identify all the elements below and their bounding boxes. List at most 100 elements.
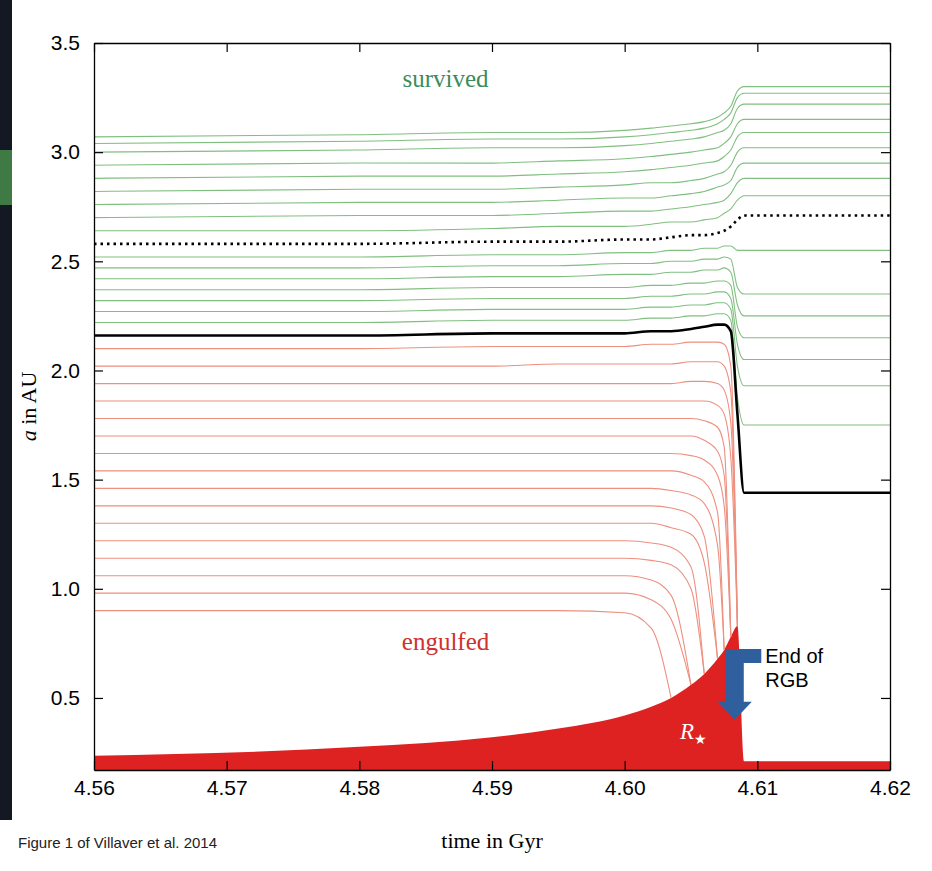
x-tick-label: 4.59 bbox=[472, 776, 513, 799]
y-tick-label: 3.5 bbox=[51, 31, 80, 54]
y-tick-label: 1.0 bbox=[51, 577, 80, 600]
line bbox=[94, 104, 890, 152]
line bbox=[94, 611, 671, 698]
x-tick-mark bbox=[757, 761, 758, 770]
line bbox=[94, 541, 704, 674]
annotation: R★ bbox=[679, 719, 707, 747]
y-tick-label: 2.5 bbox=[51, 250, 80, 273]
x-tick-mark bbox=[492, 761, 493, 770]
y-right-tick-mark bbox=[881, 370, 890, 371]
line bbox=[94, 163, 890, 204]
background bbox=[0, 0, 932, 871]
line bbox=[94, 303, 890, 386]
x-top-tick bbox=[227, 43, 228, 52]
x-top-tick-mark bbox=[359, 43, 360, 52]
y-tick-label: 1.5 bbox=[51, 468, 80, 491]
line bbox=[94, 178, 890, 217]
annotation: survived bbox=[403, 65, 490, 92]
y-tick: 2.5 bbox=[51, 250, 103, 273]
line bbox=[94, 436, 731, 637]
x-tick: 4.61 bbox=[737, 761, 778, 799]
y-tick-mark bbox=[94, 261, 103, 262]
x-axis-line bbox=[95, 770, 891, 771]
x-top-tick bbox=[625, 43, 626, 52]
y-tick: 1.5 bbox=[51, 468, 103, 491]
x-top-tick-mark bbox=[227, 43, 228, 52]
y-tick-label: 3.0 bbox=[51, 140, 80, 163]
line bbox=[94, 471, 724, 650]
x-tick: 4.57 bbox=[207, 761, 248, 799]
y-tick: 3.5 bbox=[51, 31, 103, 54]
y-axis-title: a in AU bbox=[16, 372, 41, 442]
line bbox=[94, 362, 737, 626]
annotation: engulfed bbox=[402, 628, 490, 655]
line bbox=[94, 246, 890, 257]
y-tick: 3.0 bbox=[51, 140, 103, 163]
x-tick-label: 4.61 bbox=[737, 776, 778, 799]
x-top-axis bbox=[95, 43, 891, 52]
line bbox=[94, 453, 731, 636]
x-axis-title: time in Gyr bbox=[441, 828, 543, 853]
y-right-tick-mark bbox=[881, 43, 890, 44]
y-right-tick-mark bbox=[881, 261, 890, 262]
line bbox=[94, 314, 890, 425]
x-top-tick-mark bbox=[757, 43, 758, 52]
line bbox=[94, 593, 691, 685]
caption: Figure 1 of Villaver et al. 2014 bbox=[18, 834, 217, 851]
y-tick: 2.0 bbox=[51, 359, 103, 382]
y-tick-label: 2.0 bbox=[51, 359, 80, 382]
x-top-tick-mark bbox=[492, 43, 493, 52]
line bbox=[94, 523, 718, 658]
y-tick-mark bbox=[94, 370, 103, 371]
y-tick-mark bbox=[94, 589, 103, 590]
y-right-axis bbox=[881, 44, 891, 771]
y-axis: 0.5 1.0 1.5 2.0 2.5 3.0 3.5 bbox=[51, 31, 103, 770]
line bbox=[94, 488, 724, 650]
y-tick-mark bbox=[94, 698, 103, 699]
x-tick-label: 4.56 bbox=[74, 776, 115, 799]
plot-area bbox=[94, 87, 890, 770]
x-tick-mark bbox=[359, 761, 360, 770]
x-top-tick-mark bbox=[94, 43, 95, 52]
y-right-tick bbox=[881, 43, 890, 44]
y-right-tick bbox=[881, 370, 890, 371]
y-tick: 1.0 bbox=[51, 577, 103, 600]
x-top-tick bbox=[94, 43, 95, 52]
line bbox=[94, 268, 890, 316]
y-right-tick bbox=[881, 589, 890, 590]
line bbox=[94, 401, 737, 626]
y-tick-label: 0.5 bbox=[51, 686, 80, 709]
x-top-tick bbox=[359, 43, 360, 52]
annotations: survived engulfed R★ End ofRGB bbox=[402, 65, 827, 748]
background-tab bbox=[0, 150, 12, 205]
line bbox=[94, 419, 731, 637]
line bbox=[94, 342, 737, 626]
line bbox=[94, 87, 890, 137]
y-tick-mark bbox=[94, 480, 103, 481]
area bbox=[94, 626, 890, 770]
x-tick-label: 4.62 bbox=[870, 776, 911, 799]
line bbox=[94, 381, 737, 626]
line bbox=[94, 506, 718, 659]
x-tick-label: 4.57 bbox=[207, 776, 248, 799]
x-top-tick bbox=[757, 43, 758, 52]
y-right-tick-mark bbox=[881, 152, 890, 153]
y-right-tick-mark bbox=[881, 698, 890, 699]
line bbox=[94, 281, 890, 338]
x-tick-label: 4.60 bbox=[605, 776, 646, 799]
x-tick: 4.60 bbox=[605, 761, 646, 799]
y-right-axis-line bbox=[890, 44, 891, 771]
line bbox=[94, 215, 890, 243]
y-right-tick bbox=[881, 152, 890, 153]
line bbox=[94, 325, 890, 493]
annotation-arrow bbox=[718, 649, 762, 720]
y-right-tick bbox=[881, 480, 890, 481]
x-tick: 4.59 bbox=[472, 761, 513, 799]
x-tick: 4.58 bbox=[339, 761, 380, 799]
line bbox=[94, 292, 890, 360]
y-right-tick bbox=[881, 261, 890, 262]
x-top-tick-mark bbox=[625, 43, 626, 52]
x-tick-mark bbox=[625, 761, 626, 770]
annotation: End ofRGB bbox=[765, 645, 823, 691]
background-strip bbox=[0, 0, 12, 820]
